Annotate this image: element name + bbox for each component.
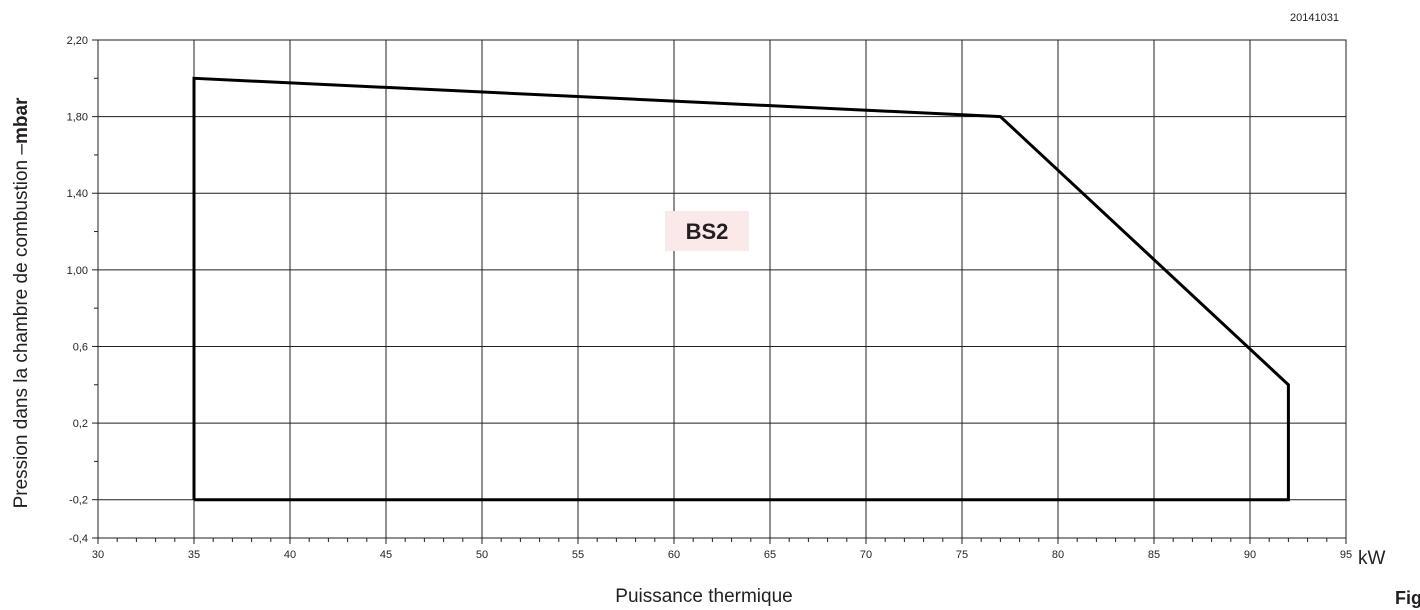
y-tick-label: 0,6 [73,341,88,353]
zone-label-text: BS2 [686,219,729,244]
y-tick-labels: -0,4 -0,2 0,2 0,6 1,00 1,40 1,80 2,20 [67,35,88,545]
y-tick-label: 0,2 [73,418,88,430]
x-tick-label: 40 [284,549,296,561]
x-tick-label: 85 [1148,549,1160,561]
x-tick-label: 30 [92,549,104,561]
y-axis-title-main: Pression dans la chambre de combustion – [11,144,32,509]
x-tick-label: 45 [380,549,392,561]
y-axis-title: Pression dans la chambre de combustion –… [11,97,32,508]
x-unit-label: kW [1358,548,1386,569]
x-tick-label: 90 [1244,549,1256,561]
x-tick-label: 95 [1340,549,1352,561]
y-tick-label: 1,80 [67,112,88,124]
x-tick-label: 70 [860,549,872,561]
x-tick-label: 35 [188,549,200,561]
x-tick-labels: 30 35 40 45 50 55 60 65 70 75 80 85 90 95 [92,549,1352,561]
x-tick-label: 80 [1052,549,1064,561]
x-tick-label: 60 [668,549,680,561]
zone-label: BS2 [665,211,749,251]
zone-label-background [665,211,749,251]
x-tick-label: 65 [764,549,776,561]
y-tick-label: -0,2 [69,495,88,507]
series-line-bs2 [192,76,1290,502]
tick-marks [92,39,1347,544]
y-tick-label: -0,4 [69,533,88,545]
y-tick-label: 1,00 [67,265,88,277]
y-tick-label: 1,40 [67,188,88,200]
grid-lines [97,39,1347,539]
y-tick-label: 2,20 [67,35,88,47]
plot-frame [97,39,1347,539]
x-tick-label: 55 [572,549,584,561]
doc-code: 20141031 [1290,12,1339,24]
figure-label: Fig. 4 [1395,588,1420,608]
x-axis-title: Puissance thermique [615,586,792,607]
curve-layer [192,76,1290,502]
x-tick-label: 75 [956,549,968,561]
y-axis-title-unit: mbar [11,97,32,144]
x-tick-label: 50 [476,549,488,561]
